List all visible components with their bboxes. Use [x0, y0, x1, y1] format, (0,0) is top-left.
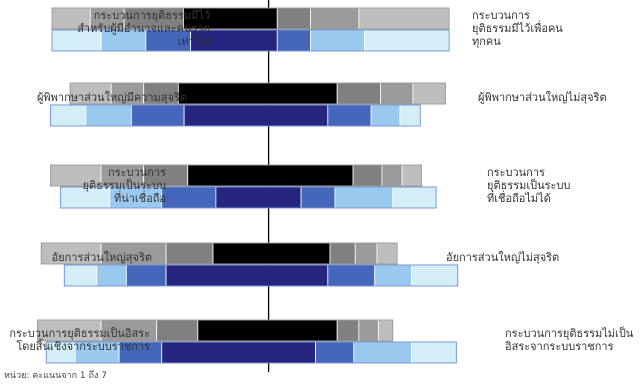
- blue-bar-outline: [63, 264, 459, 287]
- blue-bar-segment: [315, 341, 355, 364]
- blue-bar-segment: [300, 186, 336, 209]
- grey-bar-outline: [37, 319, 394, 342]
- grey-bar-segment: [412, 82, 446, 105]
- left-label-1: ผู้พิพากษาส่วนใหญ่มีความสุจริต: [37, 91, 187, 104]
- blue-bar-segment: [63, 264, 98, 287]
- grey-bar-outline: [50, 164, 423, 187]
- blue-bar-segment: [125, 264, 167, 287]
- blue-bar-segment: [310, 29, 366, 52]
- blue-bar-segment: [161, 341, 316, 364]
- left-label-line: กระบวนการยุติธรรมเป็นอิสระ: [9, 327, 150, 340]
- grey-bar-segment: [401, 164, 423, 187]
- right-label-1: ผู้พิพากษาส่วนใหญ่ไม่สุจริต: [478, 91, 607, 104]
- blue-bar-segment: [161, 186, 217, 209]
- right-label-line: ผู้พิพากษาส่วนใหญ่ไม่สุจริต: [478, 90, 607, 104]
- grey-bar-segment: [380, 82, 414, 105]
- grey-bar-segment: [381, 164, 403, 187]
- right-label-line: อัยการส่วนใหญ่ไม่สุจริต: [446, 250, 560, 264]
- blue-bar-segment: [392, 186, 437, 209]
- right-label-4: กระบวนการยุติธรรมไม่เป็น อิสระจากระบบราชก…: [505, 327, 633, 353]
- left-label-2: กระบวนการ ยุติธรรมเป็นระบบ ที่น่าเชื่อถือ: [83, 166, 166, 205]
- blue-bar-segment: [131, 104, 185, 127]
- grey-bar-segment: [354, 242, 378, 265]
- grey-bar-segment: [156, 319, 199, 342]
- blue-bar-segment: [96, 264, 127, 287]
- grey-bar-outline: [40, 242, 398, 265]
- chart-row-1: [50, 82, 446, 127]
- right-label-0: กระบวนการ ยุติธรรมมีไว้เพื่อคน ทุกคน: [472, 9, 563, 48]
- grey-bar-segment: [329, 242, 356, 265]
- left-label-line: กระบวนการยุติธรรมมีไว้: [93, 8, 210, 22]
- chart-row-4: [37, 319, 457, 364]
- chart-row-0: [51, 7, 450, 52]
- blue-bar-segment: [50, 104, 87, 127]
- blue-bar-segment: [364, 29, 450, 52]
- blue-bar-outline: [45, 341, 457, 364]
- grey-bar-segment: [377, 319, 394, 342]
- blue-bar-segment: [165, 264, 329, 287]
- grey-bar-segment: [212, 242, 331, 265]
- right-label-line: กระบวนการ: [487, 165, 545, 179]
- blue-bar-segment: [85, 104, 132, 127]
- right-label-line: กระบวนการ: [472, 8, 530, 22]
- blue-bar-outline: [51, 29, 450, 52]
- left-label-line: ผู้พิพากษาส่วนใหญ่มีความสุจริต: [36, 90, 187, 104]
- blue-bar-segment: [327, 264, 376, 287]
- grey-bar-segment: [358, 7, 450, 30]
- left-label-line: เท่านั้น: [177, 34, 210, 48]
- right-label-3: อัยการส่วนใหญ่ไม่สุจริต: [446, 251, 559, 264]
- blue-bar-outline: [60, 186, 437, 209]
- blue-bar-segment: [353, 341, 412, 364]
- grey-bar-segment: [276, 7, 311, 30]
- blue-bar-segment: [411, 264, 459, 287]
- blue-bar-segment: [183, 104, 329, 127]
- blue-bar-segment: [276, 29, 311, 52]
- grey-bar-segment: [358, 319, 379, 342]
- grey-bar-segment: [376, 242, 398, 265]
- right-label-line: ที่เชื่อถือไม่ได้: [487, 191, 551, 205]
- grey-bar-segment: [187, 164, 354, 187]
- left-label-line: โดยสิ้นเชิงจากระบบราชการ: [16, 340, 150, 353]
- right-label-line: กระบวนการยุติธรรมไม่เป็น: [505, 327, 634, 340]
- units-note: หน่วย: คะแนนจาก 1 ถึง 7: [4, 371, 107, 381]
- blue-bar-outline: [50, 104, 421, 127]
- left-label-3: อัยการส่วนใหญ่สุจริต: [52, 251, 152, 264]
- left-label-line: สำหรับผู้มีอำนาจและคนรวย: [77, 21, 210, 35]
- grey-bar-outline: [69, 82, 446, 105]
- left-label-4: กระบวนการยุติธรรมเป็นอิสระ โดยสิ้นเชิงจาก…: [9, 327, 150, 353]
- grey-bar-segment: [336, 319, 360, 342]
- blue-bar-segment: [215, 186, 302, 209]
- right-label-line: อิสระจากระบบราชการ: [505, 340, 614, 353]
- grey-bar-segment: [310, 7, 360, 30]
- blue-bar-segment: [327, 104, 372, 127]
- chart-row-2: [50, 164, 437, 209]
- grey-bar-segment: [352, 164, 383, 187]
- grey-bar-segment: [197, 319, 338, 342]
- blue-bar-segment: [374, 264, 412, 287]
- grey-bar-segment: [177, 82, 338, 105]
- blue-bar-segment: [411, 341, 457, 364]
- left-label-line: ที่น่าเชื่อถือ: [113, 191, 166, 205]
- grey-bar-segment: [165, 242, 214, 265]
- chart-row-3: [40, 242, 459, 287]
- left-label-line: กระบวนการ: [108, 165, 166, 179]
- right-label-line: ยุติธรรมมีไว้เพื่อคน: [472, 21, 563, 35]
- left-label-line: ยุติธรรมเป็นระบบ: [82, 178, 166, 192]
- left-label-line: อัยการส่วนใหญ่สุจริต: [51, 250, 152, 264]
- right-label-line: ทุกคน: [472, 34, 501, 48]
- right-label-line: ยุติธรรมเป็นระบบ: [487, 178, 571, 192]
- grey-bar-segment: [336, 82, 381, 105]
- blue-bar-segment: [399, 104, 421, 127]
- right-label-2: กระบวนการ ยุติธรรมเป็นระบบ ที่เชื่อถือไม่ไ…: [487, 166, 570, 205]
- blue-bar-segment: [334, 186, 394, 209]
- left-label-0: กระบวนการยุติธรรมมีไว้ สำหรับผู้มีอำนาจแล…: [77, 9, 210, 48]
- blue-bar-segment: [370, 104, 401, 127]
- grey-bar-outline: [51, 7, 450, 30]
